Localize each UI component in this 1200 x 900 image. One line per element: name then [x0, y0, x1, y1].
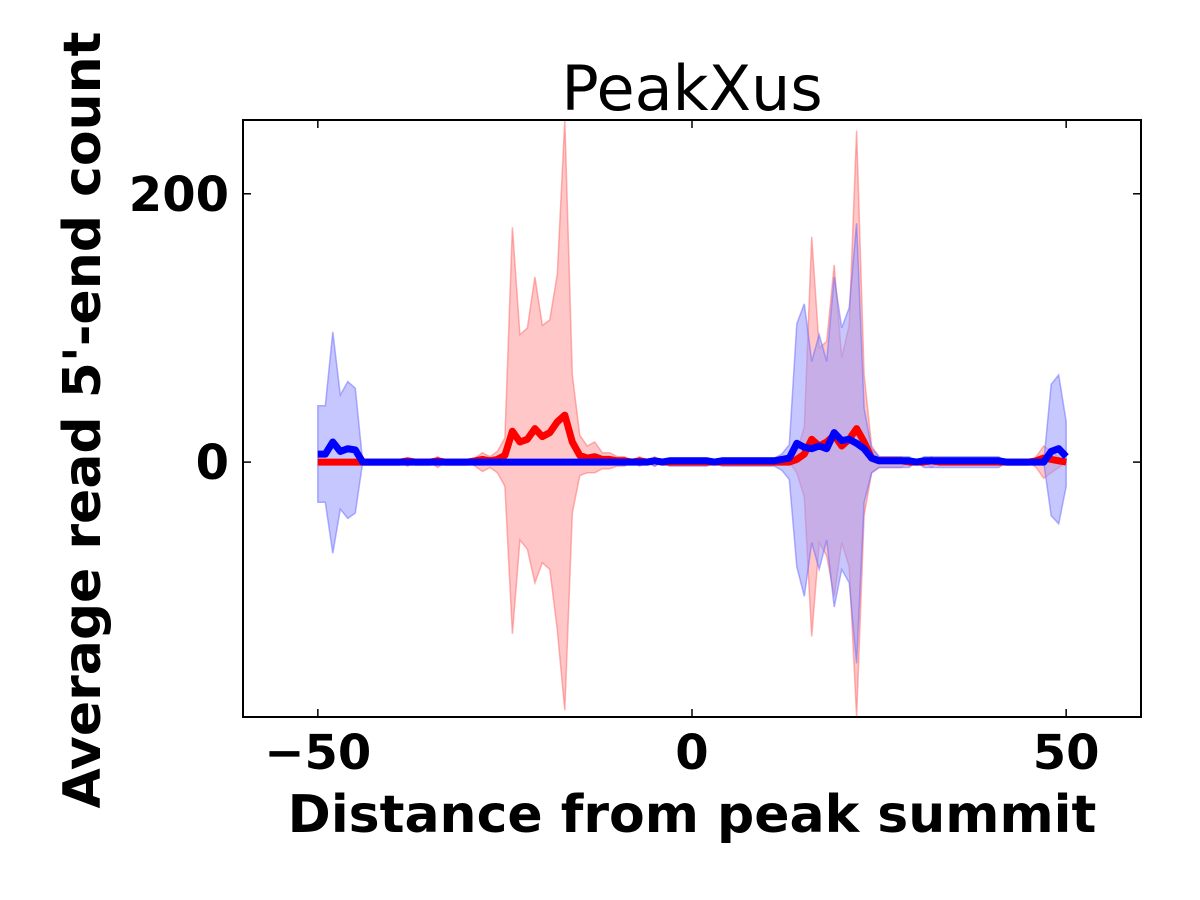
- x-axis-label: Distance from peak summit: [288, 785, 1097, 845]
- plot-frame: [242, 119, 1142, 718]
- axis-ticks: −50 0 50 0 200: [129, 120, 1141, 781]
- red-series-band: [317, 119, 1068, 718]
- x-tick-label: −50: [264, 725, 371, 781]
- confidence-bands: [317, 119, 1068, 718]
- y-tick-label: 200: [129, 167, 229, 223]
- blue-series-line: [317, 429, 1069, 466]
- blue-series-band: [317, 223, 1067, 664]
- y-tick-label: 0: [196, 435, 229, 491]
- x-tick-label: 0: [675, 725, 708, 781]
- series-lines: [317, 411, 1069, 466]
- y-axis-label: Average read 5'-end count: [53, 32, 113, 809]
- chart-title: PeakXus: [561, 52, 822, 125]
- red-series-line: [317, 411, 1067, 466]
- x-tick-label: 50: [1033, 725, 1100, 781]
